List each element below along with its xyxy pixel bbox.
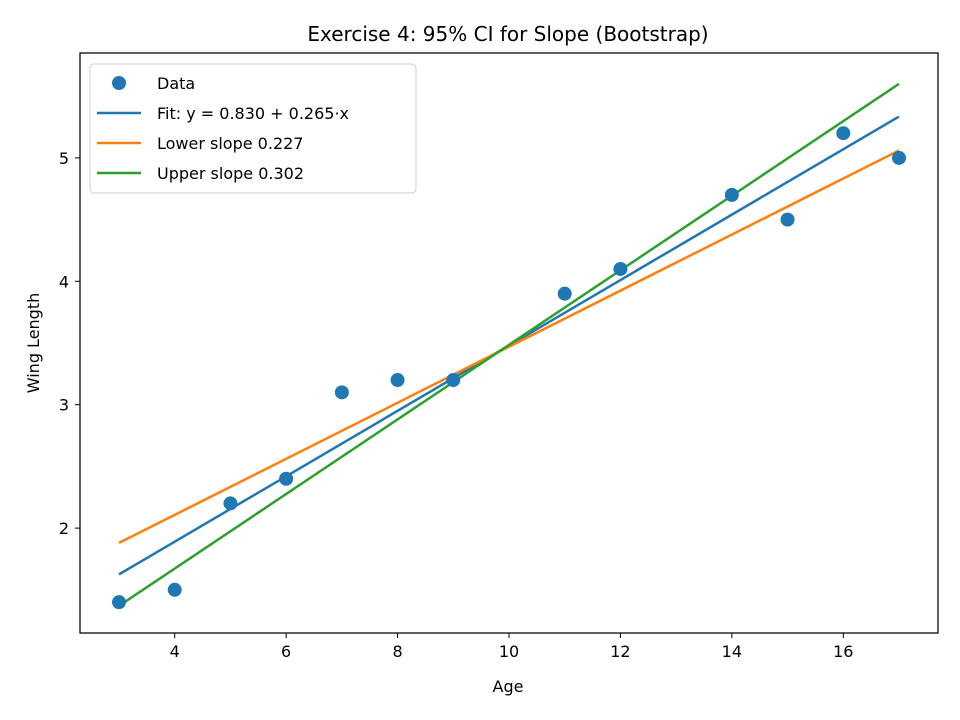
y-axis-label: Wing Length: [24, 293, 43, 393]
y-tick-label: 5: [59, 149, 69, 168]
data-point: [334, 385, 349, 400]
legend-label-data: Data: [157, 74, 195, 93]
data-point: [390, 373, 405, 388]
legend-label-lower: Lower slope 0.227: [157, 134, 303, 153]
data-point: [892, 150, 906, 165]
x-tick-label: 16: [833, 642, 853, 661]
x-axis-label: Age: [493, 677, 524, 696]
legend-label-upper: Upper slope 0.302: [157, 164, 304, 183]
series-lines: [118, 82, 900, 607]
x-tick-label: 6: [281, 642, 291, 661]
data-point: [112, 595, 126, 610]
legend-label-fit: Fit: y = 0.830 + 0.265·x: [157, 104, 349, 123]
data-point: [780, 212, 795, 227]
data-point: [557, 286, 572, 301]
x-tick-label: 10: [499, 642, 519, 661]
x-tick-label: 8: [392, 642, 402, 661]
legend-marker-data: [112, 76, 126, 90]
lower-slope-line: [118, 149, 900, 545]
legend: Data Fit: y = 0.830 + 0.265·x Lower slop…: [89, 63, 417, 194]
legend-box: [89, 63, 417, 194]
upper-slope-line: [118, 82, 900, 607]
data-point: [446, 373, 461, 388]
y-axis-ticks: 2 3 4 5: [59, 149, 80, 538]
data-point: [167, 582, 182, 597]
x-tick-label: 12: [610, 642, 630, 661]
data-point: [724, 187, 739, 202]
x-tick-label: 4: [170, 642, 180, 661]
data-point: [279, 471, 294, 486]
data-point: [836, 126, 851, 141]
data-point: [613, 261, 628, 276]
y-tick-label: 4: [59, 272, 69, 291]
data-point: [223, 496, 238, 511]
x-axis-ticks: 4 6 8 10 12 14 16: [170, 633, 853, 661]
data-points: [112, 126, 906, 610]
y-tick-label: 3: [59, 396, 69, 415]
y-tick-label: 2: [59, 519, 69, 538]
chart-title: Exercise 4: 95% CI for Slope (Bootstrap): [307, 22, 708, 46]
plot-area: 4 6 8 10 12 14 16 2 3 4 5: [59, 52, 939, 661]
x-tick-label: 14: [722, 642, 742, 661]
